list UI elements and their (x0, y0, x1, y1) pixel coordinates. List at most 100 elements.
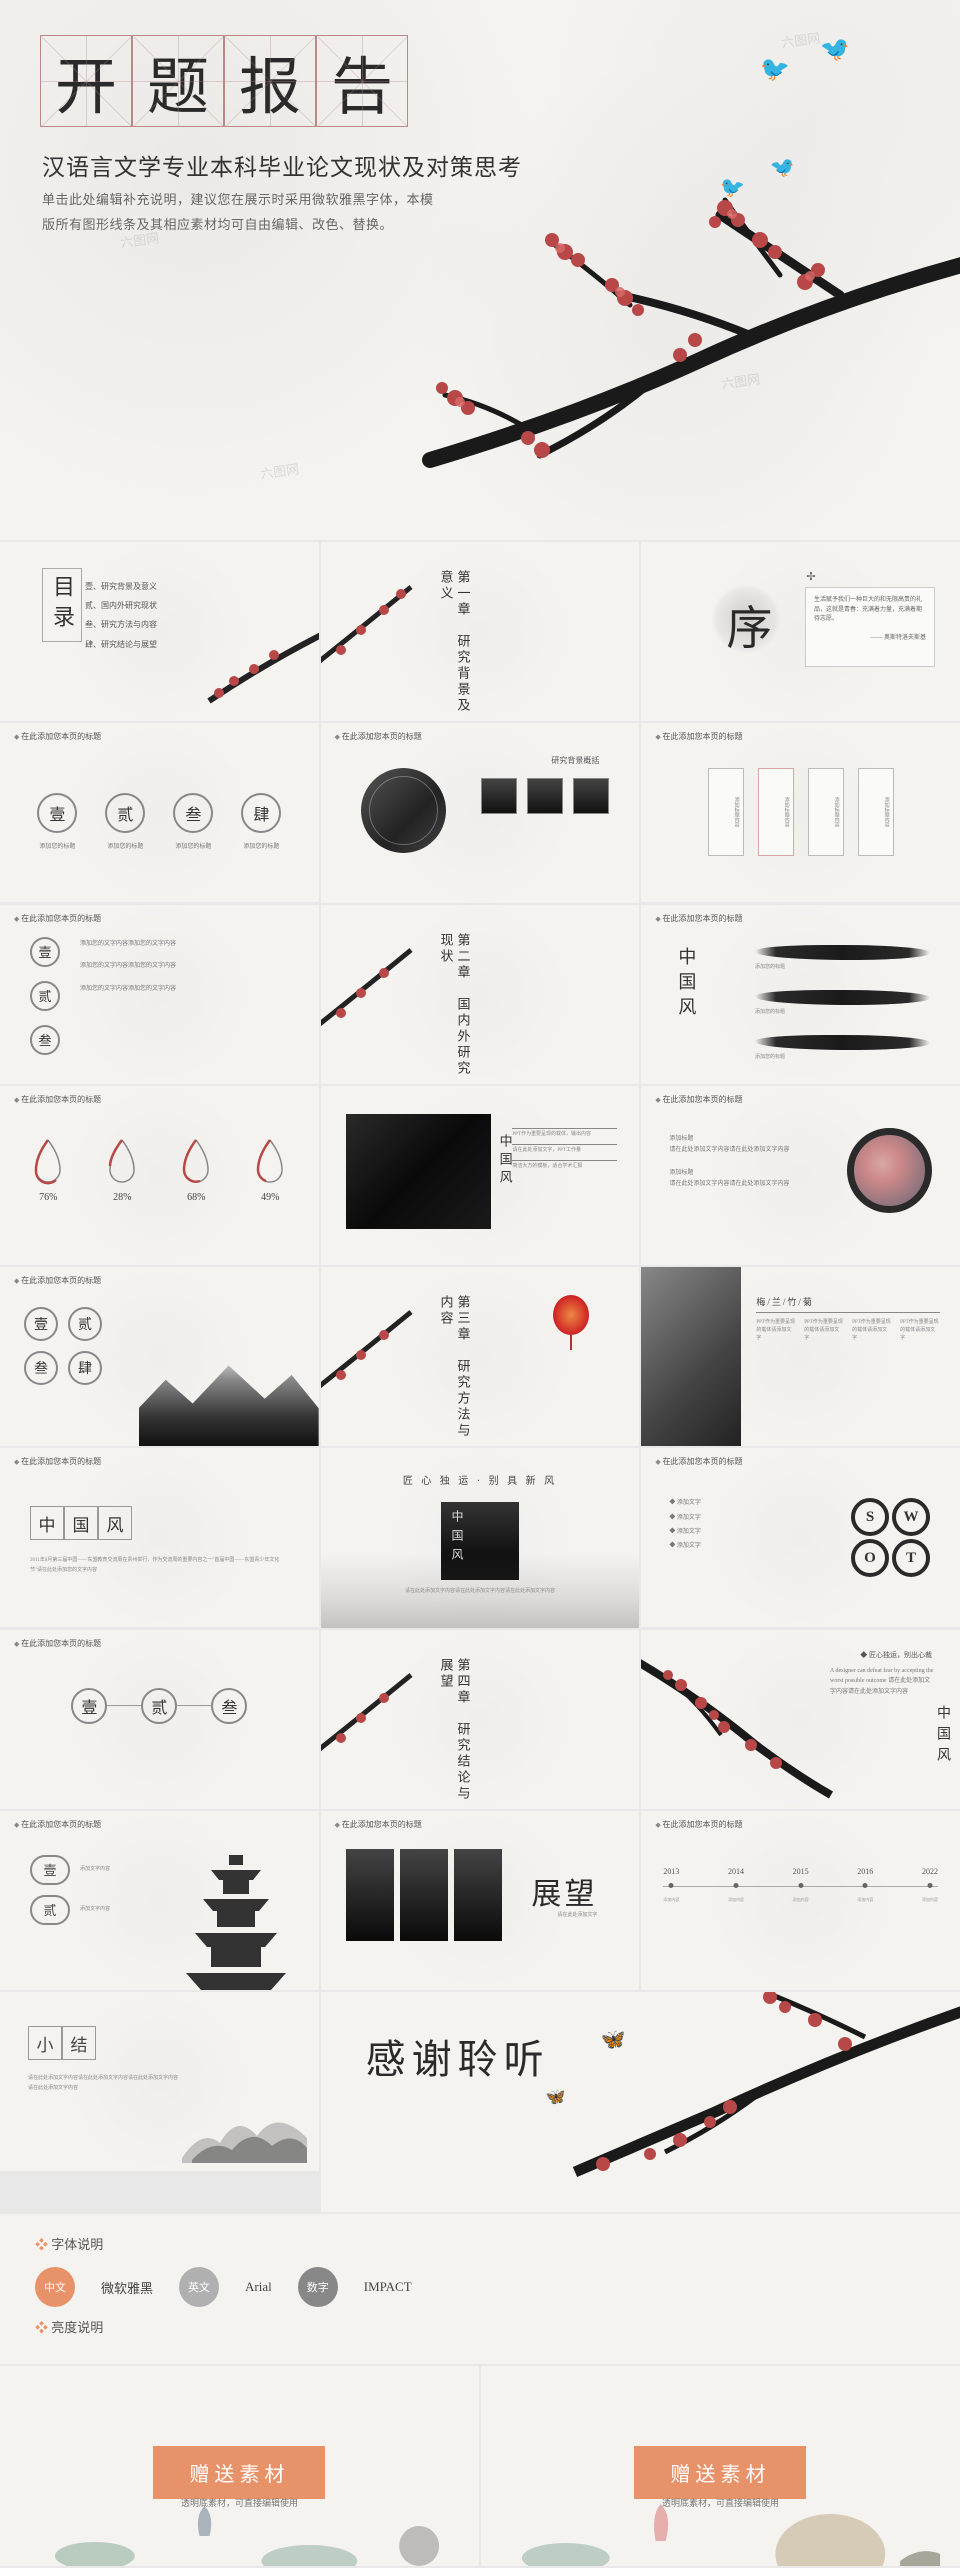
slide-four-circles: 在此添加您本页的标题 壹添加您的标题 贰添加您的标题 叁添加您的标题 肆添加您的… (0, 723, 319, 902)
scroll-row: 添加标题内容 添加标题内容 添加标题内容 添加标题内容 (708, 768, 894, 856)
branch-icon (321, 1287, 436, 1417)
slide-fonts: ❖ 字体说明 中文 微软雅黑 英文 Arial 数字 IMPACT ❖ 亮度说明 (0, 2214, 960, 2364)
font-chip-num: 数字 (298, 2267, 338, 2307)
slide-mlzj: 梅/兰/竹/菊 PPT作为重要呈现的载体请添加文字PPT作为重要呈现的载体请添加… (641, 1267, 960, 1446)
scroll-card: 添加标题内容 (708, 768, 744, 856)
zhanwang-title: 展望 (531, 1869, 597, 1913)
slide-header: 在此添加您本页的标题 (14, 1819, 101, 1830)
card (527, 778, 563, 814)
dark-cards (346, 1849, 502, 1941)
ink-stroke (755, 945, 930, 960)
num-circle: 肆 (68, 1351, 102, 1385)
slide-gauges: 在此添加您本页的标题 76% 28% 68% 49% (0, 1086, 319, 1265)
ink-stroke (755, 990, 930, 1005)
pagoda-art (171, 1845, 301, 1990)
slide-center-mist: 匠 心 独 运 · 别 具 新 风 中国风 请在此处添加文字内容请在此处添加文字… (321, 1448, 640, 1627)
branch-art (555, 1992, 960, 2182)
year: 2015添加内容 (793, 1867, 809, 1876)
mlzj-header: 梅/兰/竹/菊 (756, 1295, 940, 1313)
slide-header: 在此添加您本页的标题 (655, 1819, 742, 1830)
bullet-lines: PPT作为重要呈现的载体，输出内容 请在此处添加文字，PPT工作量 简洁大方的模… (512, 1128, 617, 1176)
slide-section-2: 第二章 国内外研究现状 (321, 905, 640, 1084)
horizontal-flow: 壹 贰 叁 (71, 1688, 247, 1724)
bird-icon: 🐦 (820, 35, 850, 64)
card (573, 778, 609, 814)
num-circle: 叁 (24, 1351, 58, 1385)
slide-swot: 在此添加您本页的标题 ◆ 添加文字◆ 添加文字◆ 添加文字◆ 添加文字 S W … (641, 1448, 960, 1627)
num-circle: 壹 (30, 937, 60, 967)
slide-header: 在此添加您本页的标题 (14, 731, 101, 742)
hero-title-boxes: 开 题 报 告 (40, 35, 408, 127)
hero-description: 单击此处编辑补充说明，建议您在展示时采用微软雅黑字体，本模版所有图形线条及其相应… (42, 188, 434, 237)
year: 2013添加内容 (663, 1867, 679, 1876)
cn-style-vertical: 中国风 (673, 947, 699, 1022)
bird-icon: 🐦 (760, 55, 790, 84)
mountain-art (182, 2088, 307, 2163)
gauge-row: 76% 28% 68% 49% (26, 1134, 292, 1203)
butterfly-icon: 🦋 (601, 2027, 626, 2052)
dragonfly-icon: ✢ (806, 570, 815, 583)
num-column: 壹 贰 叁 (30, 937, 60, 1055)
font-row: 中文 微软雅黑 英文 Arial 数字 IMPACT (35, 2267, 925, 2307)
gauge: 49% (248, 1134, 292, 1203)
slide-section-3: 第三章 研究方法与内容 (321, 1267, 640, 1446)
side-photo (641, 1267, 741, 1446)
thanks-title: 感谢聆听 (366, 2027, 550, 2085)
num-circle: 肆添加您的标题 (241, 793, 281, 833)
bird-icon: 🐦 (770, 155, 795, 180)
card (454, 1849, 502, 1941)
roof-art (139, 1351, 319, 1446)
branch-icon (321, 562, 436, 692)
outline-label: 研究背景概括 (551, 755, 599, 766)
body-text: 请在此处添加文字内容请在此处添加文字内容请在此处添加文字内容请在此处添加文字内容 (28, 2074, 178, 2093)
hero-subtitle: 汉语言文学专业本科毕业论文现状及对策思考 (42, 148, 522, 182)
font-chip-zh: 中文 (35, 2267, 75, 2307)
char-box: 结 (62, 2026, 96, 2060)
slide-header: 在此添加您本页的标题 (14, 1094, 101, 1105)
slide-header: 在此添加您本页的标题 (335, 731, 422, 742)
watermark: 六图网 (780, 27, 821, 51)
lantern-icon (553, 1295, 589, 1343)
swot-s: S (851, 1498, 889, 1536)
gauge: 28% (100, 1134, 144, 1203)
char-box: 小 (28, 2026, 62, 2060)
swot-grid: S W O T (851, 1498, 930, 1577)
title-char: 开 (40, 35, 132, 127)
num-circle: 贰添加您的标题 (105, 793, 145, 833)
char-box: 国 (64, 1506, 98, 1540)
cn-box-row: 中 国 风 (30, 1506, 132, 1540)
hero-slide: 六图网 六图网 六图网 六图网 开 题 报 告 汉语言文学专业本科毕业论文现状及… (0, 0, 960, 540)
char-box: 中 (30, 1506, 64, 1540)
quote-text: A designer can defeat fear by accepting … (830, 1666, 935, 1698)
slide-hrow: 在此添加您本页的标题 壹 贰 叁 (0, 1630, 319, 1809)
timeline-years: 2013添加内容 2014添加内容 2015添加内容 2016添加内容 2022… (663, 1867, 938, 1876)
zhanwang-sub: 请在此处添加文字 (557, 1911, 597, 1918)
slide-section-1: 第一章 研究背景及意义 (321, 542, 640, 721)
ink-stroke-rows: 添加您的标题 添加您的标题 添加您的标题 (755, 945, 930, 1060)
gift-row: 赠送素材 透明底素材，可直接编辑使用 赠送素材 透明底素材，可直接编辑使用 (0, 2366, 960, 2566)
slide-grid: 目录 壹、研究背景及意义贰、国内外研究现状 叁、研究方法与内容肆、研究结论与展望… (0, 540, 960, 2568)
num-circle: 叁 (30, 1025, 60, 1055)
branch-icon (159, 611, 319, 721)
mlzj-table: 梅/兰/竹/菊 PPT作为重要呈现的载体请添加文字PPT作为重要呈现的载体请添加… (756, 1295, 940, 1343)
gift-sub: 透明底素材，可直接编辑使用 (662, 2496, 779, 2509)
slide-ring-image: 在此添加您本页的标题 添加标题请在此处添加文字内容请在此处添加文字内容添加标题请… (641, 1086, 960, 1265)
gift-label: 赠送素材 (153, 2446, 325, 2499)
ink-stroke (755, 1035, 930, 1050)
slide-rect-pagoda: 在此添加您本页的标题 壹添加文字内容 贰添加文字内容 (0, 1811, 319, 1990)
title-char: 题 (132, 35, 224, 127)
watermark: 六图网 (720, 368, 761, 392)
branch-icon (321, 1650, 436, 1780)
section-title: 第一章 研究背景及意义 (437, 570, 471, 721)
title-char: 告 (316, 35, 408, 127)
slide-section-4: 第四章 研究结论与展望 (321, 1630, 640, 1809)
scroll-card: 添加标题内容 (758, 768, 794, 856)
slide-ink-strokes: 在此添加您本页的标题 中国风 添加您的标题 添加您的标题 添加您的标题 (641, 905, 960, 1084)
butterfly-icon: 🦋 (546, 2087, 566, 2107)
char-box: 风 (98, 1506, 132, 1540)
num-pill: 贰 (30, 1895, 70, 1925)
num-circle: 贰 (68, 1307, 102, 1341)
slide-header: 在此添加您本页的标题 (335, 1819, 422, 1830)
brightness-heading: ❖ 亮度说明 (35, 2317, 925, 2336)
slide-timeline: 在此添加您本页的标题 2013添加内容 2014添加内容 2015添加内容 20… (641, 1811, 960, 1990)
